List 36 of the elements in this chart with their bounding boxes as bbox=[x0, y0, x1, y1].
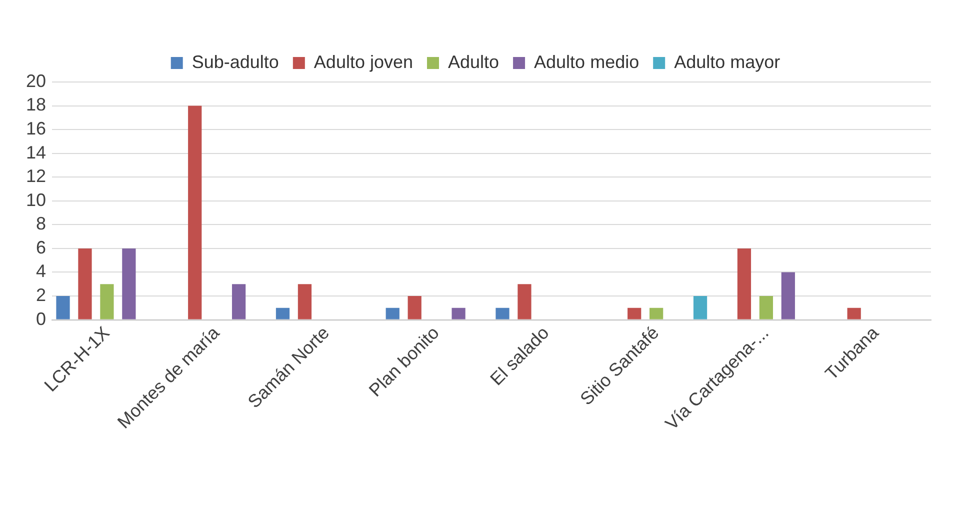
bar bbox=[78, 248, 92, 320]
bar bbox=[122, 248, 136, 320]
y-tick-label: 16 bbox=[26, 118, 46, 139]
bar bbox=[628, 308, 642, 320]
y-tick-label: 14 bbox=[26, 142, 46, 162]
bar bbox=[693, 296, 708, 320]
bar bbox=[298, 284, 312, 320]
y-tick-label: 4 bbox=[36, 261, 46, 282]
bar bbox=[759, 296, 774, 320]
bar bbox=[188, 106, 202, 320]
bar bbox=[496, 308, 510, 320]
bar bbox=[847, 308, 861, 320]
bar bbox=[781, 272, 795, 320]
legend-label: Adulto medio bbox=[534, 52, 640, 72]
y-tick-label: 0 bbox=[36, 308, 46, 329]
bar bbox=[386, 308, 400, 320]
y-tick-label: 8 bbox=[36, 214, 46, 234]
bar bbox=[56, 296, 70, 320]
bar bbox=[737, 248, 752, 320]
y-tick-label: 12 bbox=[26, 166, 46, 186]
bar bbox=[408, 296, 422, 320]
y-tick-label: 6 bbox=[36, 237, 46, 258]
bar bbox=[232, 284, 246, 320]
bar bbox=[100, 284, 114, 320]
y-tick-label: 20 bbox=[26, 70, 46, 91]
y-tick-label: 2 bbox=[36, 284, 46, 305]
legend-label: Sub-adulto bbox=[192, 52, 279, 72]
bar bbox=[276, 308, 290, 320]
y-tick-label: 10 bbox=[26, 190, 46, 210]
y-tick-label: 18 bbox=[26, 94, 46, 115]
legend-label: Adulto mayor bbox=[674, 52, 780, 72]
bar bbox=[518, 284, 532, 320]
bar bbox=[452, 308, 466, 320]
bar bbox=[650, 308, 664, 320]
legend-label: Adulto joven bbox=[314, 52, 413, 72]
legend-label: Adulto bbox=[448, 52, 500, 72]
